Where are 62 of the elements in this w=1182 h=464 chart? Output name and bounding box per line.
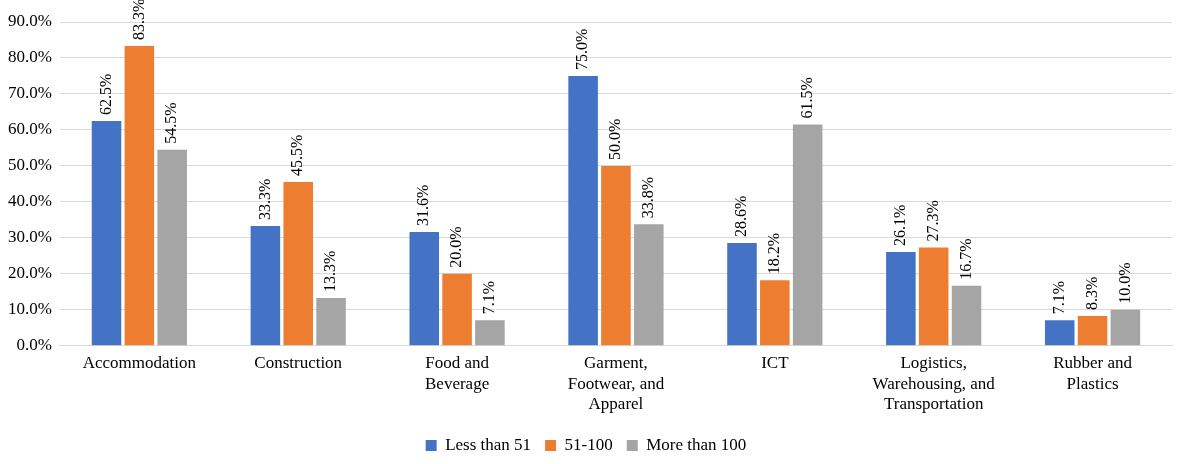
x-tick-label: ICT xyxy=(761,353,790,373)
data-label: 50.0% xyxy=(606,118,624,160)
bar xyxy=(124,46,155,346)
bar xyxy=(1077,315,1108,346)
y-tick-label: 70.0% xyxy=(7,83,52,103)
bar xyxy=(568,75,598,346)
bar xyxy=(475,320,505,346)
x-tick-label: Rubber and Plastics xyxy=(1053,353,1133,393)
bar xyxy=(792,124,823,346)
bar xyxy=(250,225,281,346)
bar xyxy=(442,273,472,346)
data-label: 75.0% xyxy=(573,28,591,70)
y-tick-label: 40.0% xyxy=(7,191,52,211)
data-label: 13.3% xyxy=(321,250,339,292)
legend-label: Less than 51 xyxy=(445,434,532,454)
data-label: 10.0% xyxy=(1115,262,1133,304)
data-label: 45.5% xyxy=(288,134,306,177)
x-tick-label: Food and Beverage xyxy=(424,353,490,393)
y-tick-label: 60.0% xyxy=(7,119,52,139)
x-tick-label: Accommodation xyxy=(82,353,197,373)
bar xyxy=(1110,309,1141,346)
data-label: 16.7% xyxy=(956,238,974,280)
y-tick-label: 20.0% xyxy=(7,263,52,283)
y-tick-label: 80.0% xyxy=(7,47,52,67)
bar xyxy=(91,120,122,346)
data-label: 33.8% xyxy=(638,176,656,219)
x-tick-label: Construction xyxy=(254,353,343,373)
y-tick-label: 50.0% xyxy=(7,155,52,175)
data-label: 7.1% xyxy=(480,280,498,315)
bar xyxy=(886,251,916,346)
legend-label: 51-100 xyxy=(564,434,613,454)
bar xyxy=(409,232,440,346)
legend-label: More than 100 xyxy=(646,434,747,454)
bar xyxy=(157,149,187,346)
data-label: 7.1% xyxy=(1049,280,1067,315)
y-tick-label: 30.0% xyxy=(7,227,52,247)
x-tick-label: Logistics, Warehousing, and Transportation xyxy=(872,353,996,414)
data-label: 26.1% xyxy=(891,204,909,246)
data-label: 28.6% xyxy=(732,195,750,237)
data-label: 18.2% xyxy=(765,232,783,275)
bar xyxy=(1044,320,1075,346)
data-label: 61.5% xyxy=(797,77,815,119)
data-label: 62.5% xyxy=(96,73,114,115)
bar xyxy=(283,182,313,346)
bar xyxy=(918,247,949,346)
x-tick-label: Garment, Footwear, and Apparel xyxy=(567,353,665,414)
bar xyxy=(634,224,664,346)
data-label: 83.3% xyxy=(129,0,147,41)
y-tick-label: 10.0% xyxy=(7,299,52,319)
bar xyxy=(316,297,346,346)
bar xyxy=(727,242,757,346)
data-label: 54.5% xyxy=(162,102,180,144)
y-tick-label: 0.0% xyxy=(16,335,52,355)
data-label: 8.3% xyxy=(1082,276,1100,310)
bar xyxy=(951,285,982,346)
bar xyxy=(760,280,790,346)
bar xyxy=(601,165,631,346)
y-tick-label: 90.0% xyxy=(7,11,52,31)
data-label: 27.3% xyxy=(923,200,941,242)
data-label: 33.3% xyxy=(255,178,273,220)
data-label: 20.0% xyxy=(447,226,465,268)
data-label: 31.6% xyxy=(414,184,432,227)
